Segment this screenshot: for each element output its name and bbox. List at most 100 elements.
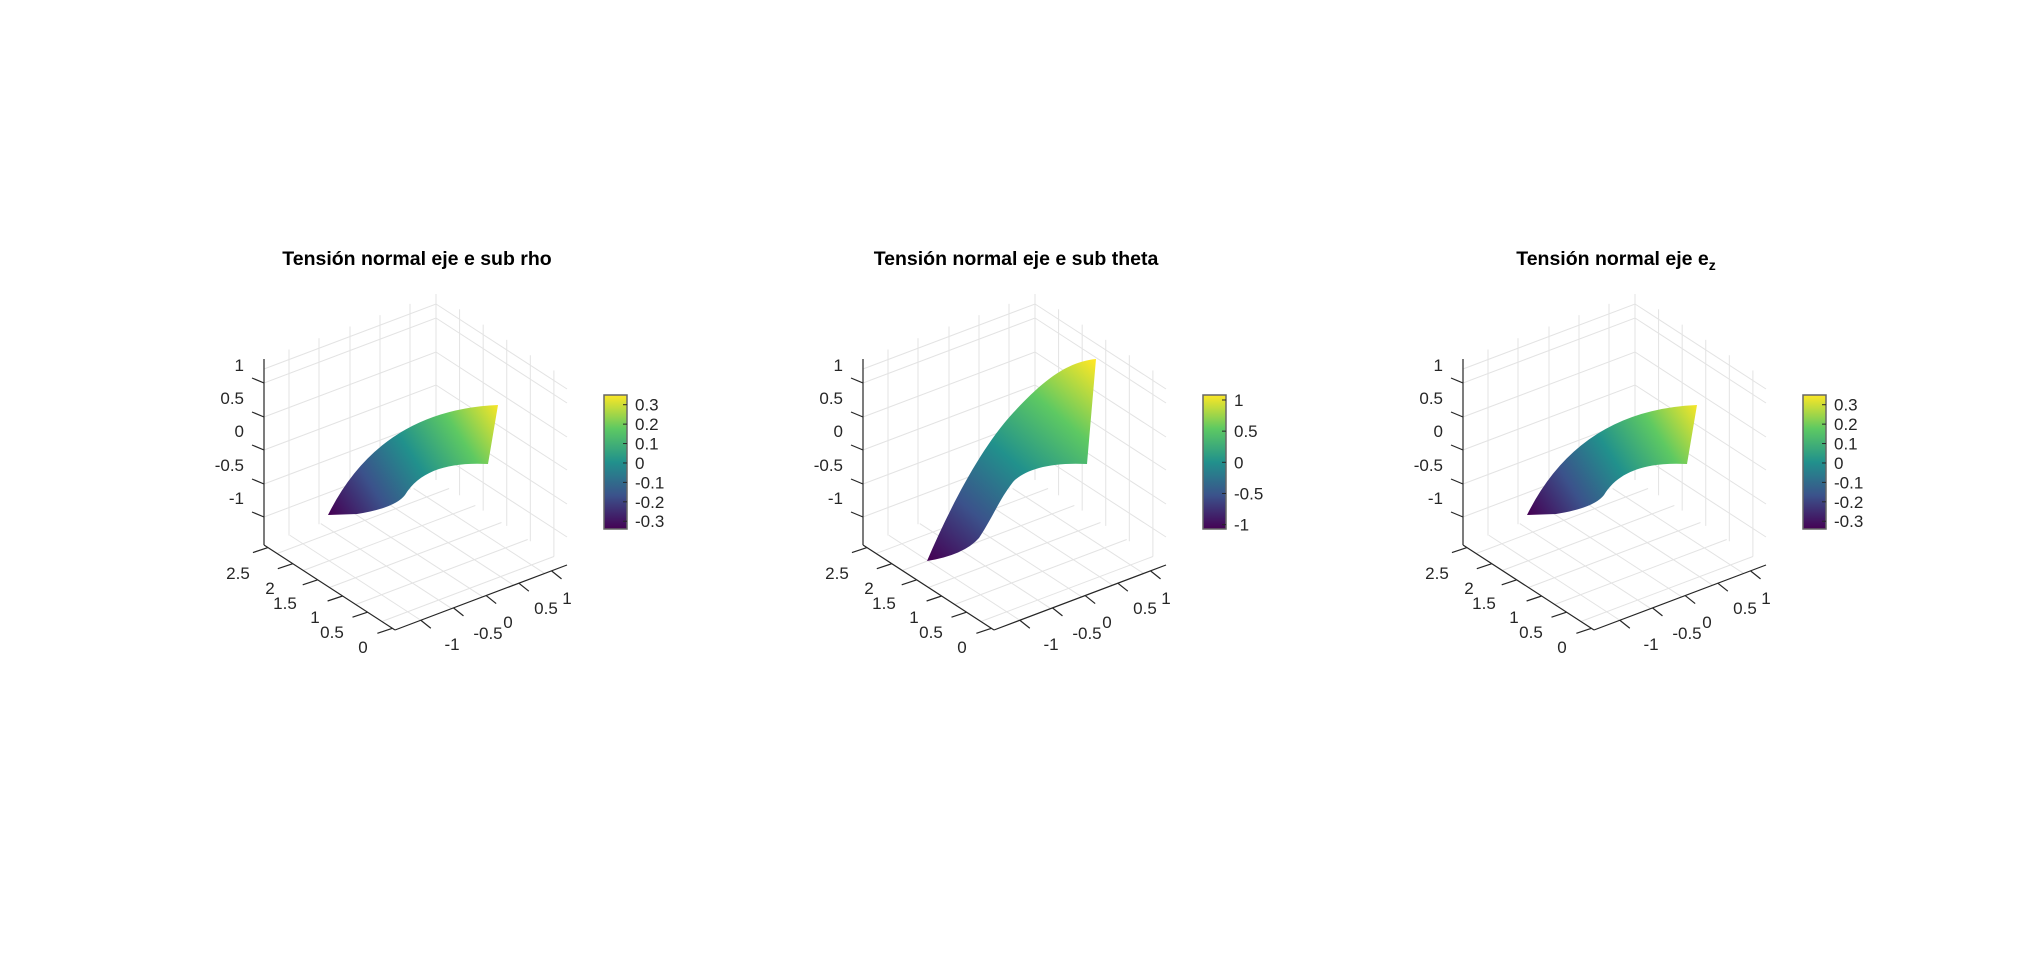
y-tick — [951, 611, 967, 618]
z-tick-label: -1 — [1428, 489, 1443, 508]
z-tick — [1450, 411, 1464, 418]
y-axis-line — [862, 544, 995, 631]
grid-line — [355, 539, 528, 605]
plot-title-text: Tensión normal eje e — [1516, 248, 1709, 270]
z-tick — [850, 411, 864, 418]
grid-line — [413, 488, 545, 574]
x-tick-label: 0.5 — [534, 599, 558, 618]
z-tick — [251, 478, 265, 485]
x-tick-label: 0 — [1702, 613, 1711, 632]
grid-line — [1462, 351, 1767, 438]
grid-line — [329, 522, 502, 588]
colorbar-tick-label: 0 — [635, 454, 644, 473]
grid-line — [1554, 539, 1727, 605]
grid-line — [351, 511, 483, 598]
grid-line — [862, 303, 1167, 390]
colorbar-tick-label: -0.3 — [635, 512, 664, 531]
colorbar — [1802, 394, 1827, 530]
y-tick-label: 1 — [310, 608, 319, 627]
y-axis-line — [263, 544, 396, 631]
z-tick-label: -0.5 — [814, 456, 843, 475]
grid-line — [1488, 534, 1621, 621]
x-tick-label: -1 — [1043, 635, 1058, 654]
z-tick — [251, 411, 265, 418]
z-tick-label: 0 — [1434, 422, 1443, 441]
plot-title-text: Tensión normal eje e sub rho — [282, 248, 552, 270]
plot-title-subscript: z — [1709, 257, 1716, 273]
z-tick-label: 0.5 — [1419, 389, 1443, 408]
y-tick-label: 2.5 — [1425, 564, 1449, 583]
colorbar-tick-label: -0.3 — [1834, 512, 1863, 531]
y-tick — [352, 611, 368, 618]
grid-line — [263, 303, 568, 390]
grid-line — [1012, 488, 1144, 574]
z-tick-label: -0.5 — [1414, 456, 1443, 475]
z-tick — [251, 511, 265, 518]
y-tick-label: 1.5 — [1472, 594, 1496, 613]
z-tick — [850, 511, 864, 518]
grid-line — [1462, 303, 1767, 390]
colorbar-tick-label: 0.2 — [1834, 415, 1858, 434]
y-tick-label: 2 — [265, 579, 274, 598]
colorbar-tick-label: -0.2 — [635, 493, 664, 512]
z-tick-label: 1 — [1434, 356, 1443, 375]
x-tick-label: 0.5 — [1733, 599, 1757, 618]
z-tick-label: -0.5 — [215, 456, 244, 475]
y-tick-label: 1.5 — [273, 594, 297, 613]
z-tick — [1450, 444, 1464, 451]
grid-line — [862, 317, 1167, 404]
y-tick-label: 2.5 — [226, 564, 250, 583]
y-tick — [1576, 627, 1592, 634]
surface — [1527, 405, 1697, 515]
grid-line — [1462, 317, 1767, 404]
z-tick — [1450, 478, 1464, 485]
subplot-2: Tensión normal eje e sub theta10.50-0.5-… — [814, 248, 1264, 657]
plot-title-text: Tensión normal eje e sub theta — [874, 248, 1159, 270]
x-axis-line — [1593, 564, 1767, 631]
y-tick-label: 0 — [957, 638, 966, 657]
grid-line — [276, 488, 450, 554]
colorbar-tick-label: 0.1 — [1834, 435, 1858, 454]
x-tick-label: 1 — [1761, 589, 1770, 608]
z-tick — [1450, 511, 1464, 518]
surface — [328, 405, 498, 515]
grid-line — [862, 351, 1167, 438]
x-tick-label: 0 — [1102, 613, 1111, 632]
colorbar-tick-label: -0.5 — [1234, 484, 1263, 503]
z-tick-label: 0 — [834, 422, 843, 441]
y-tick — [277, 563, 294, 570]
grid-line — [888, 534, 1021, 621]
y-tick — [327, 595, 343, 602]
z-tick-label: 1 — [235, 356, 244, 375]
surface — [927, 359, 1096, 561]
colorbar-tick-label: 0.2 — [635, 415, 659, 434]
x-tick — [551, 570, 562, 580]
x-tick-label: 1 — [562, 589, 571, 608]
x-tick — [1750, 570, 1761, 580]
x-tick — [1117, 582, 1129, 592]
y-tick-label: 1 — [909, 608, 918, 627]
x-tick-label: 0 — [503, 613, 512, 632]
x-tick-label: -0.5 — [1072, 624, 1101, 643]
grid-line — [928, 522, 1101, 588]
colorbar-tick-label: -1 — [1234, 516, 1249, 535]
grid-line — [381, 556, 555, 622]
subplot-3: Tensión normal eje ez10.50-0.5-12.521.51… — [1414, 248, 1864, 657]
y-tick — [302, 579, 318, 586]
plot-title: Tensión normal eje ez — [1516, 248, 1716, 273]
grid-line — [320, 523, 453, 609]
x-tick-label: -0.5 — [473, 624, 502, 643]
y-tick — [1551, 611, 1567, 618]
x-tick-label: -1 — [1643, 635, 1658, 654]
y-tick-label: 0.5 — [919, 623, 943, 642]
x-tick-label: 1 — [1161, 589, 1170, 608]
z-tick — [251, 377, 265, 384]
x-tick — [1619, 619, 1631, 629]
y-tick-label: 0 — [1557, 638, 1566, 657]
grid-line — [1528, 522, 1701, 588]
grid-line — [263, 351, 568, 438]
x-tick — [1652, 607, 1663, 617]
z-tick — [850, 478, 864, 485]
colorbar-tick-label: 0 — [1234, 453, 1243, 472]
